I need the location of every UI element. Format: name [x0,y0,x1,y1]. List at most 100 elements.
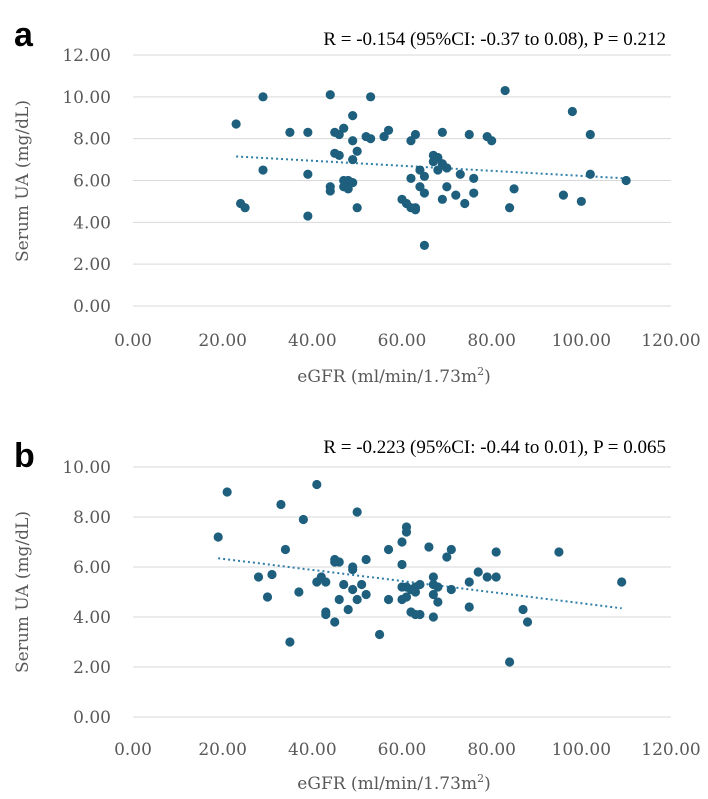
data-point [576,196,586,207]
data-point [361,589,371,600]
chart-panel-b: b R = -0.223 (95%CI: -0.44 to 0.01), P = … [13,437,701,794]
data-point [500,85,510,96]
data-point [446,584,456,595]
data-point [518,604,528,615]
data-point [312,479,322,490]
data-point [285,637,295,647]
data-point [401,527,412,537]
data-point [419,240,430,250]
x-tick-label: 20.00 [198,331,247,351]
data-point [339,123,349,133]
data-point [321,609,331,620]
y-tick-label: 0.00 [73,297,111,317]
data-point [240,203,250,213]
data-point [617,577,627,587]
x-tick-label: 80.00 [467,740,516,760]
x-tick-label: 120.00 [641,740,700,760]
y-tick-label: 6.00 [73,558,111,578]
data-point [428,572,438,582]
data-point [491,547,501,557]
y-tick-label: 12.00 [62,46,111,66]
data-point [352,507,362,517]
data-point [464,602,474,612]
data-point [298,514,308,525]
y-tick-label: 6.00 [73,172,111,192]
data-point [357,579,367,590]
data-point [383,544,394,555]
data-point [437,127,447,137]
data-point [334,594,344,605]
data-point [505,203,515,213]
x-axis-title-main: eGFR (ml/min/1.73m [297,367,477,387]
data-point [505,657,515,667]
y-tick-label: 8.00 [73,130,111,150]
data-point [415,579,425,590]
data-point [352,203,362,213]
y-tick-label: 4.00 [73,213,111,233]
data-point [558,190,569,200]
data-point [303,211,313,221]
y-tick-label: 10.00 [62,458,111,478]
data-point [267,569,277,580]
data-point [406,173,416,184]
x-tick-label: 40.00 [288,740,337,760]
data-point [482,572,492,582]
data-point [303,127,313,137]
data-point [276,499,286,510]
x-tick-label: 0.00 [114,331,152,351]
data-point [231,119,241,129]
x-axis-title-end: ) [484,774,491,794]
data-point [321,577,331,587]
data-point [303,169,313,179]
data-point [446,544,456,555]
data-point [469,173,479,184]
data-point [258,165,268,175]
data-point [325,90,335,100]
stats-annotation: R = -0.154 (95%CI: -0.37 to 0.08), P = 0… [323,29,666,50]
x-tick-label: 100.00 [552,331,611,351]
stats-annotation: R = -0.223 (95%CI: -0.44 to 0.01), P = 0… [323,437,666,458]
x-axis-title-end: ) [484,367,491,387]
data-point [522,617,533,627]
data-point [366,134,376,144]
y-tick-label: 2.00 [73,658,111,678]
data-point [464,129,474,140]
data-point [554,547,564,557]
data-point [621,175,631,186]
data-point [383,125,394,135]
panel-label: b [14,437,35,475]
data-point [433,597,443,607]
data-point [352,146,362,156]
x-axis-title-superscript: 2 [477,772,484,785]
data-point [348,154,358,165]
x-axis-title: eGFR (ml/min/1.73m2) [297,365,490,387]
data-point [464,577,474,587]
data-point [262,592,273,602]
panel-label: a [14,16,34,54]
data-point [437,194,447,204]
x-tick-label: 80.00 [467,331,516,351]
data-point [469,188,479,198]
data-point [334,557,344,567]
data-point [410,129,421,140]
data-point [253,572,264,582]
data-point [339,579,349,590]
data-point [455,169,465,179]
data-point [419,171,430,181]
y-tick-label: 8.00 [73,508,111,528]
data-point [348,564,358,575]
data-point [401,592,412,602]
data-point [330,617,340,627]
data-point [348,177,358,188]
x-tick-label: 120.00 [641,331,700,351]
x-tick-label: 20.00 [198,740,247,760]
data-point [585,129,595,140]
data-point [366,92,376,102]
data-point [213,532,223,542]
x-tick-label: 40.00 [288,331,337,351]
data-point [460,198,470,209]
data-point [294,587,304,597]
data-point [491,572,501,582]
data-point [419,188,430,198]
